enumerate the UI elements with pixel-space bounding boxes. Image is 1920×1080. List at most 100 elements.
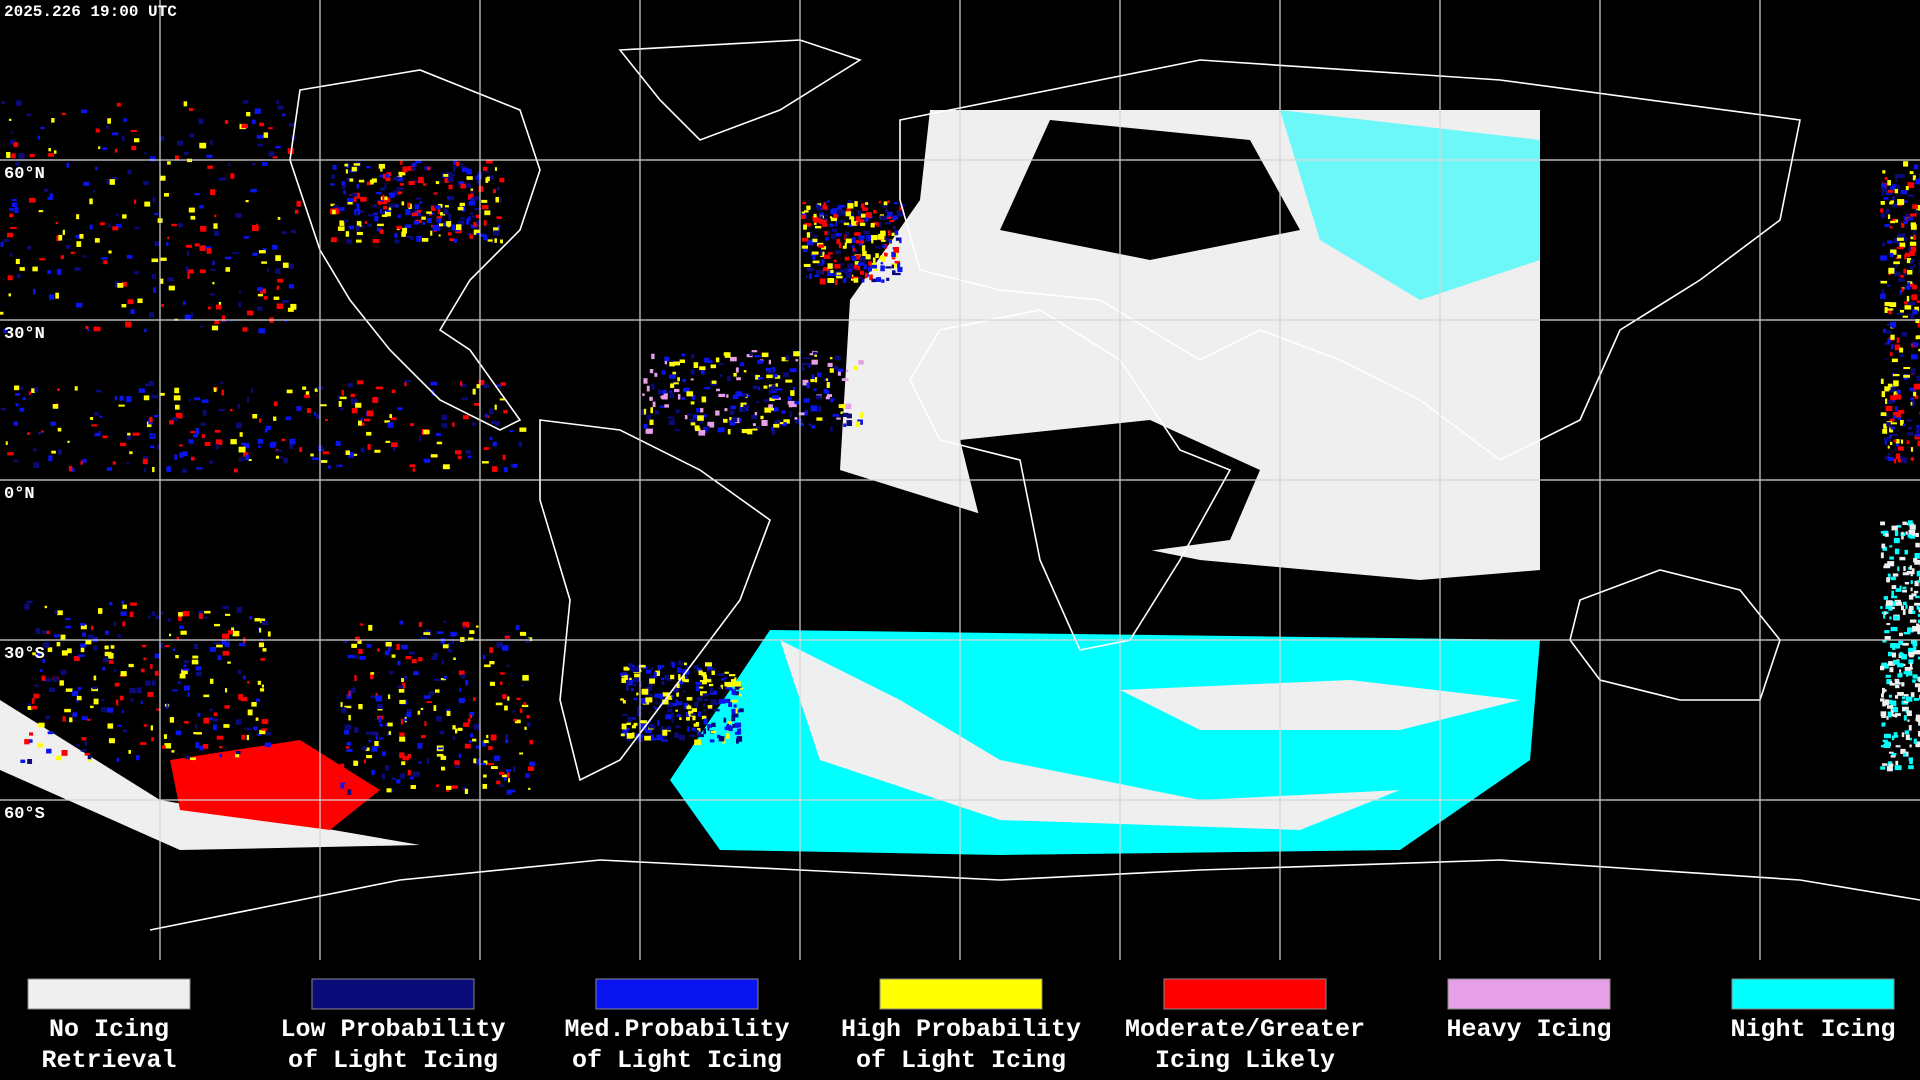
- speckle: [259, 418, 262, 423]
- speckle: [847, 203, 854, 209]
- speckle: [378, 397, 381, 400]
- speckle: [739, 362, 745, 367]
- speckle: [360, 623, 364, 626]
- legend-label: of Light Icing: [856, 1046, 1066, 1075]
- speckle: [1886, 679, 1892, 685]
- speckle: [1917, 687, 1920, 693]
- speckle: [733, 691, 739, 696]
- speckle: [673, 687, 679, 692]
- speckle: [1888, 751, 1894, 754]
- speckle: [1885, 603, 1891, 610]
- speckle: [1891, 707, 1899, 713]
- speckle: [144, 201, 151, 207]
- speckle: [707, 421, 715, 428]
- speckle: [237, 669, 242, 675]
- speckle: [483, 235, 488, 241]
- speckle: [1885, 674, 1891, 678]
- speckle: [338, 464, 343, 467]
- speckle: [690, 369, 696, 375]
- speckle: [499, 177, 505, 183]
- speckle: [224, 705, 230, 709]
- speckle: [1902, 642, 1909, 646]
- speckle: [347, 383, 353, 388]
- speckle: [144, 467, 147, 473]
- speckle: [402, 166, 408, 173]
- speckle: [184, 660, 190, 664]
- speckle: [154, 653, 161, 659]
- speckle: [851, 278, 857, 281]
- speckle: [365, 731, 371, 735]
- speckle: [208, 460, 214, 464]
- speckle: [1897, 199, 1905, 205]
- speckle: [1894, 530, 1899, 537]
- speckle: [1892, 184, 1896, 191]
- speckle: [249, 616, 253, 620]
- speckle: [457, 206, 464, 211]
- speckle: [858, 276, 863, 279]
- speckle: [803, 225, 811, 228]
- speckle: [1897, 663, 1904, 668]
- speckle: [803, 263, 811, 267]
- speckle: [396, 643, 400, 650]
- speckle: [41, 675, 46, 681]
- speckle: [878, 246, 881, 249]
- speckle: [730, 356, 737, 362]
- speckle: [726, 733, 730, 739]
- speckle: [739, 685, 742, 688]
- speckle: [816, 417, 823, 421]
- speckle: [136, 687, 142, 694]
- speckle: [656, 734, 664, 741]
- speckle: [354, 727, 359, 733]
- speckle: [195, 671, 202, 677]
- speckle: [417, 743, 423, 749]
- speckle: [1903, 631, 1911, 635]
- speckle: [157, 444, 161, 450]
- speckle: [94, 433, 101, 437]
- speckle: [878, 201, 881, 204]
- speckle: [338, 207, 345, 212]
- speckle: [814, 377, 818, 383]
- speckle: [175, 155, 179, 160]
- speckle: [1891, 433, 1899, 437]
- speckle: [13, 421, 19, 426]
- speckle: [1896, 337, 1900, 344]
- speckle: [1910, 692, 1915, 698]
- speckle: [527, 766, 534, 771]
- speckle: [48, 455, 53, 462]
- speckle: [1894, 188, 1899, 194]
- speckle: [749, 352, 753, 356]
- speckle: [299, 447, 303, 452]
- speckle: [669, 393, 675, 398]
- speckle: [704, 678, 712, 683]
- speckle: [60, 255, 64, 260]
- speckle: [452, 173, 456, 177]
- speckle: [119, 442, 127, 447]
- speckle: [707, 666, 713, 670]
- speckle: [505, 734, 509, 740]
- speckle: [876, 277, 882, 282]
- speckle: [681, 396, 685, 401]
- speckle: [391, 654, 396, 658]
- speckle: [206, 442, 211, 446]
- speckle: [860, 213, 868, 218]
- speckle: [1884, 437, 1891, 442]
- speckle: [644, 735, 651, 741]
- speckle: [80, 624, 87, 630]
- speckle: [394, 239, 400, 244]
- speckle: [1880, 293, 1886, 300]
- speckle: [215, 439, 223, 446]
- speckle: [174, 454, 178, 460]
- speckle: [1889, 226, 1893, 229]
- speckle: [878, 233, 885, 240]
- speckle: [120, 671, 127, 677]
- speckle: [290, 230, 296, 234]
- speckle: [27, 706, 33, 710]
- speckle: [893, 225, 896, 230]
- speckle: [819, 212, 824, 216]
- speckle: [246, 310, 254, 316]
- speckle: [193, 732, 196, 735]
- speckle: [842, 412, 849, 418]
- speckle: [9, 213, 14, 218]
- speckle: [1916, 375, 1920, 381]
- speckle: [344, 163, 349, 167]
